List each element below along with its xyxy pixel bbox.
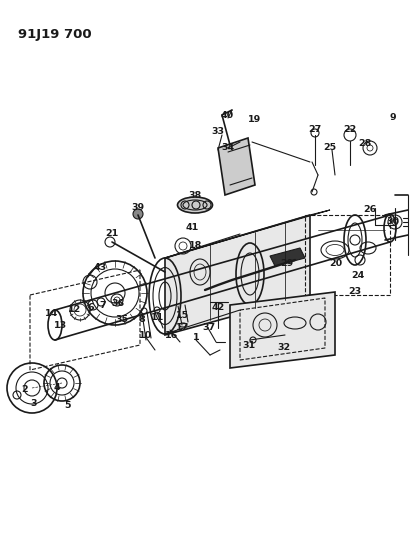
Text: 34: 34 (222, 142, 235, 151)
Text: 27: 27 (308, 125, 322, 134)
Text: 91J19 700: 91J19 700 (18, 28, 92, 41)
Text: 41: 41 (185, 223, 199, 232)
Text: 19: 19 (248, 116, 262, 125)
Text: 26: 26 (363, 206, 376, 214)
Text: 24: 24 (351, 271, 365, 280)
Text: 42: 42 (211, 303, 225, 312)
Text: 9: 9 (390, 114, 396, 123)
Text: 13: 13 (53, 320, 67, 329)
Polygon shape (230, 292, 335, 368)
Text: 35: 35 (115, 316, 129, 325)
Text: 11: 11 (151, 313, 165, 322)
Text: 3: 3 (31, 399, 37, 408)
Text: 33: 33 (212, 127, 224, 136)
Text: 30: 30 (386, 217, 399, 227)
Polygon shape (165, 210, 330, 258)
Polygon shape (165, 215, 310, 335)
Text: 20: 20 (330, 260, 342, 269)
Polygon shape (270, 248, 305, 266)
Text: 18: 18 (189, 240, 203, 249)
Bar (305, 215, 390, 295)
Text: 15: 15 (175, 311, 189, 320)
Text: 36: 36 (111, 298, 125, 308)
Text: 32: 32 (277, 343, 291, 352)
Circle shape (133, 209, 143, 219)
Text: 21: 21 (105, 230, 119, 238)
Text: 2: 2 (22, 385, 28, 394)
Text: 38: 38 (188, 190, 202, 199)
Text: 28: 28 (358, 140, 372, 149)
Text: 31: 31 (242, 342, 256, 351)
Text: 5: 5 (65, 400, 71, 409)
Text: 1: 1 (193, 333, 199, 342)
Text: 4: 4 (54, 384, 60, 392)
Text: 8: 8 (139, 316, 145, 325)
Text: 23: 23 (349, 287, 362, 296)
Ellipse shape (178, 197, 212, 213)
Text: 6: 6 (88, 303, 94, 312)
Text: 7: 7 (100, 301, 106, 310)
Text: 40: 40 (220, 110, 233, 119)
Text: 17: 17 (176, 324, 189, 333)
Polygon shape (218, 138, 255, 195)
Text: 12: 12 (68, 305, 82, 314)
Text: 14: 14 (45, 309, 59, 318)
Text: 25: 25 (323, 143, 337, 152)
Text: 37: 37 (203, 324, 215, 333)
Text: 43: 43 (93, 263, 106, 272)
Text: 16: 16 (165, 332, 179, 341)
Text: 10: 10 (139, 330, 152, 340)
Text: 22: 22 (343, 125, 357, 134)
Text: 29: 29 (280, 259, 293, 268)
Text: 39: 39 (132, 204, 145, 213)
